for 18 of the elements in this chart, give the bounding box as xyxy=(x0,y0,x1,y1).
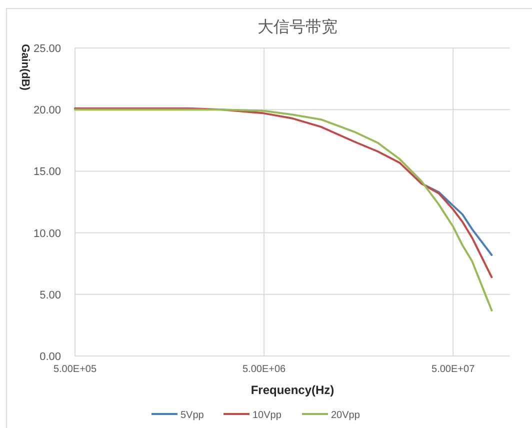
legend-item: 10Vpp xyxy=(224,410,282,421)
legend-item: 5Vpp xyxy=(152,410,204,421)
y-tick-label: 15.00 xyxy=(33,166,61,178)
legend-label: 20Vpp xyxy=(331,410,360,421)
y-tick-label: 25.00 xyxy=(33,43,61,55)
y-tick-label: 20.00 xyxy=(33,104,61,117)
y-tick-label: 10.00 xyxy=(33,228,61,240)
chart-title: 大信号带宽 xyxy=(258,18,338,36)
x-tick-label: 5.00E+07 xyxy=(432,364,476,375)
x-tick-label: 5.00E+06 xyxy=(242,364,286,375)
x-tick-label: 5.00E+05 xyxy=(53,364,97,375)
legend-label: 10Vpp xyxy=(252,410,282,421)
y-tick-label: 5.00 xyxy=(40,289,61,302)
legend-item: 20Vpp xyxy=(302,410,360,421)
x-axis-title: Frequency(Hz) xyxy=(250,383,334,397)
legend-label: 5Vpp xyxy=(180,410,204,421)
y-tick-label: 0.00 xyxy=(40,351,61,363)
y-axis-title: Gain(dB) xyxy=(19,44,31,91)
